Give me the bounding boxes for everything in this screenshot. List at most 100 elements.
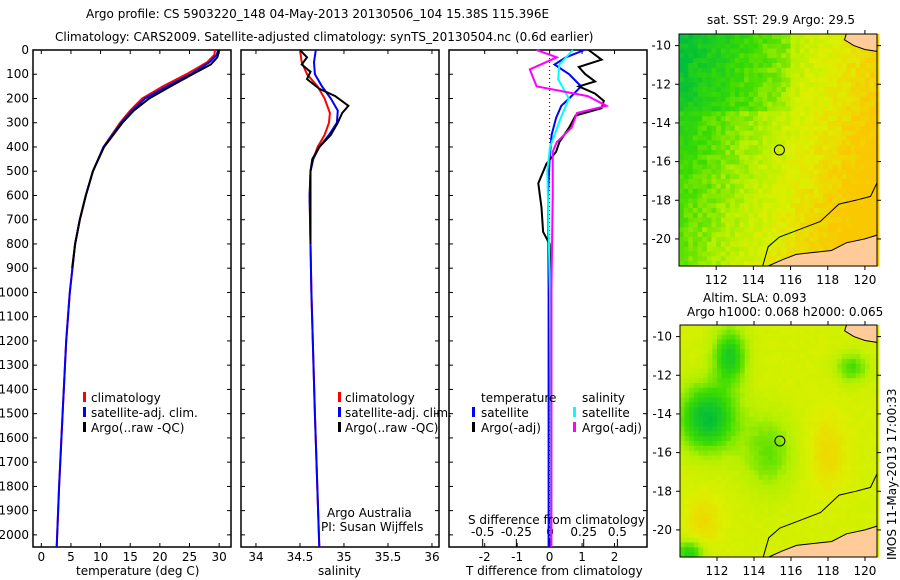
map-cell	[740, 460, 746, 466]
map-cell	[841, 67, 847, 74]
map-cell	[772, 421, 778, 428]
map-cell	[860, 436, 866, 442]
map-cell	[841, 203, 847, 209]
lat-tick-label: -18	[652, 484, 672, 498]
sst-map: 112 114 116 118 120-10-12-14-16-18-20	[651, 30, 881, 287]
map-cell	[832, 494, 838, 500]
map-cell	[781, 465, 787, 471]
map-cell	[683, 135, 689, 141]
map-cell	[786, 387, 792, 394]
map-cell	[679, 111, 685, 117]
map-cell	[683, 106, 689, 112]
map-cell	[693, 523, 700, 529]
map-cell	[744, 354, 750, 360]
map-cell	[855, 499, 861, 505]
map-cell	[818, 154, 824, 161]
map-cell	[795, 43, 801, 50]
map-cell	[809, 416, 815, 423]
map-cell	[841, 174, 847, 180]
map-cell	[855, 121, 861, 127]
map-cell	[818, 159, 824, 166]
map-cell	[758, 130, 764, 137]
map-cell	[790, 193, 796, 199]
map-cell	[776, 256, 782, 262]
map-cell	[818, 465, 824, 471]
map-cell	[693, 325, 700, 331]
map-cell	[804, 145, 810, 151]
map-cell	[703, 470, 709, 476]
map-cell	[846, 116, 852, 122]
map-cell	[823, 349, 829, 355]
map-cell	[706, 34, 713, 40]
map-cell	[809, 188, 815, 195]
map-cell	[692, 237, 699, 243]
map-cell	[827, 237, 833, 243]
map-cell	[846, 387, 852, 394]
map-cell	[781, 72, 787, 79]
map-cell	[744, 140, 750, 146]
map-cell	[869, 82, 875, 88]
map-cell	[689, 344, 695, 350]
map-cell	[790, 111, 796, 117]
map-cell	[777, 542, 783, 548]
map-cell	[735, 470, 741, 476]
map-cell	[809, 193, 815, 199]
map-cell	[740, 431, 746, 437]
map-cell	[818, 470, 824, 476]
map-cell	[749, 479, 755, 486]
map-cell	[818, 387, 824, 394]
map-cell	[786, 339, 792, 345]
map-cell	[818, 383, 824, 389]
map-cell	[679, 212, 685, 219]
map-cell	[800, 528, 806, 534]
map-cell	[706, 198, 713, 204]
map-cell	[697, 198, 703, 204]
map-cell	[698, 523, 704, 529]
map-cell	[818, 528, 824, 534]
map-cell	[702, 256, 708, 262]
map-cell	[735, 445, 741, 452]
map-cell	[776, 82, 782, 88]
map-cell	[754, 368, 760, 374]
map-cell	[818, 43, 824, 50]
map-cell	[767, 402, 774, 408]
map-cell	[716, 130, 722, 137]
map-cell	[697, 256, 703, 262]
map-cell	[818, 363, 824, 370]
map-cell	[781, 140, 787, 146]
map-cell	[832, 460, 838, 466]
map-cell	[763, 354, 769, 360]
map-cell	[772, 499, 778, 505]
map-cell	[744, 164, 750, 170]
map-cell	[688, 67, 694, 74]
map-cell	[720, 145, 726, 151]
map-cell	[837, 532, 843, 539]
map-cell	[786, 392, 792, 399]
map-cell	[827, 159, 833, 166]
map-cell	[851, 227, 857, 233]
map-cell	[781, 198, 787, 204]
map-cell	[860, 344, 866, 350]
map-cell	[730, 241, 736, 248]
map-cell	[721, 552, 727, 558]
map-cell	[726, 494, 732, 500]
map-cell	[791, 445, 797, 452]
map-cell	[827, 212, 833, 219]
map-cell	[837, 179, 843, 185]
map-cell	[720, 193, 726, 199]
map-cell	[758, 378, 764, 384]
map-cell	[869, 421, 875, 428]
map-cell	[735, 358, 741, 365]
map-cell	[707, 508, 713, 515]
map-cell	[758, 528, 764, 534]
map-cell	[772, 358, 778, 365]
map-cell	[712, 513, 718, 519]
map-cell	[697, 130, 703, 137]
map-cell	[767, 183, 773, 190]
map-cell	[772, 494, 778, 500]
map-cell	[804, 217, 810, 224]
map-cell	[707, 474, 713, 481]
map-cell	[684, 518, 690, 524]
map-cell	[869, 159, 875, 166]
map-cell	[749, 518, 755, 524]
